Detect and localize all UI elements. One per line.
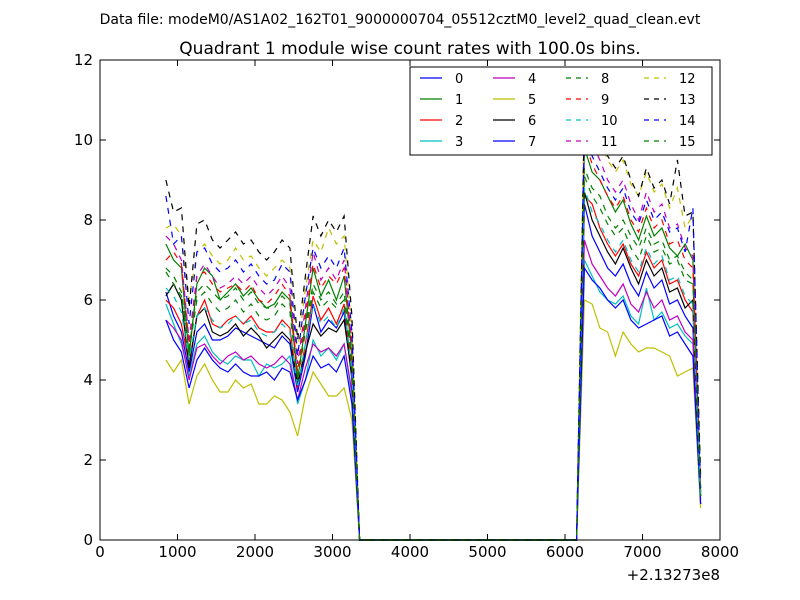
plot-frame — [99, 59, 721, 541]
x-tick-label: 5000 — [468, 543, 506, 561]
series-line-12 — [165, 99, 702, 541]
legend-label-9: 9 — [601, 93, 609, 108]
series-line-0 — [165, 203, 702, 541]
series-line-4 — [165, 239, 702, 541]
series-line-8 — [165, 167, 702, 541]
y-tick-label: 4 — [83, 371, 93, 389]
legend-label-0: 0 — [455, 72, 463, 87]
x-tick-label: 8000 — [701, 543, 739, 561]
legend-label-10: 10 — [601, 114, 618, 129]
x-tick-label: 0 — [95, 543, 105, 561]
y-tick-label: 2 — [83, 451, 93, 469]
legend-box — [409, 66, 713, 156]
y-tick-label: 12 — [74, 51, 93, 69]
legend-label-14: 14 — [679, 114, 696, 129]
y-tick-label: 0 — [83, 531, 93, 549]
y-tick-label: 10 — [74, 131, 93, 149]
legend-label-13: 13 — [679, 93, 696, 108]
chart-suptitle: Data file: modeM0/AS1A02_162T01_90000007… — [100, 12, 701, 28]
legend-label-15: 15 — [679, 135, 696, 150]
series-line-13 — [165, 111, 702, 541]
x-tick-label: 1000 — [158, 543, 196, 561]
y-tick-label: 6 — [83, 291, 93, 309]
x-tick-label: 6000 — [546, 543, 584, 561]
series-line-1 — [165, 147, 702, 541]
legend-label-4: 4 — [528, 72, 536, 87]
y-tick-label: 8 — [83, 211, 93, 229]
series-line-7 — [165, 266, 702, 541]
series-line-9 — [165, 139, 702, 541]
series-line-6 — [165, 191, 702, 541]
x-tick-label: 2000 — [236, 543, 274, 561]
series-line-11 — [165, 119, 702, 541]
x-tick-label: 4000 — [391, 543, 429, 561]
x-tick-label: 3000 — [313, 543, 351, 561]
series-line-5 — [165, 299, 702, 541]
legend-label-2: 2 — [455, 114, 463, 129]
axis-ticks: 0 1000 2000 3000 4000 5000 6000 7000 80000246810… — [74, 51, 739, 561]
legend-label-8: 8 — [601, 72, 609, 87]
legend-label-6: 6 — [528, 114, 536, 129]
x-tick-label: 7000 — [623, 543, 661, 561]
legend-label-5: 5 — [528, 93, 536, 108]
series-line-10 — [165, 187, 702, 541]
chart-title: Quadrant 1 module wise count rates with … — [179, 39, 640, 59]
x-offset-label: +2.13273e8 — [627, 566, 720, 584]
legend-label-3: 3 — [455, 135, 463, 150]
legend-label-12: 12 — [679, 72, 696, 87]
legend-label-7: 7 — [528, 135, 536, 150]
legend-label-1: 1 — [455, 93, 463, 108]
legend-label-11: 11 — [601, 135, 618, 150]
